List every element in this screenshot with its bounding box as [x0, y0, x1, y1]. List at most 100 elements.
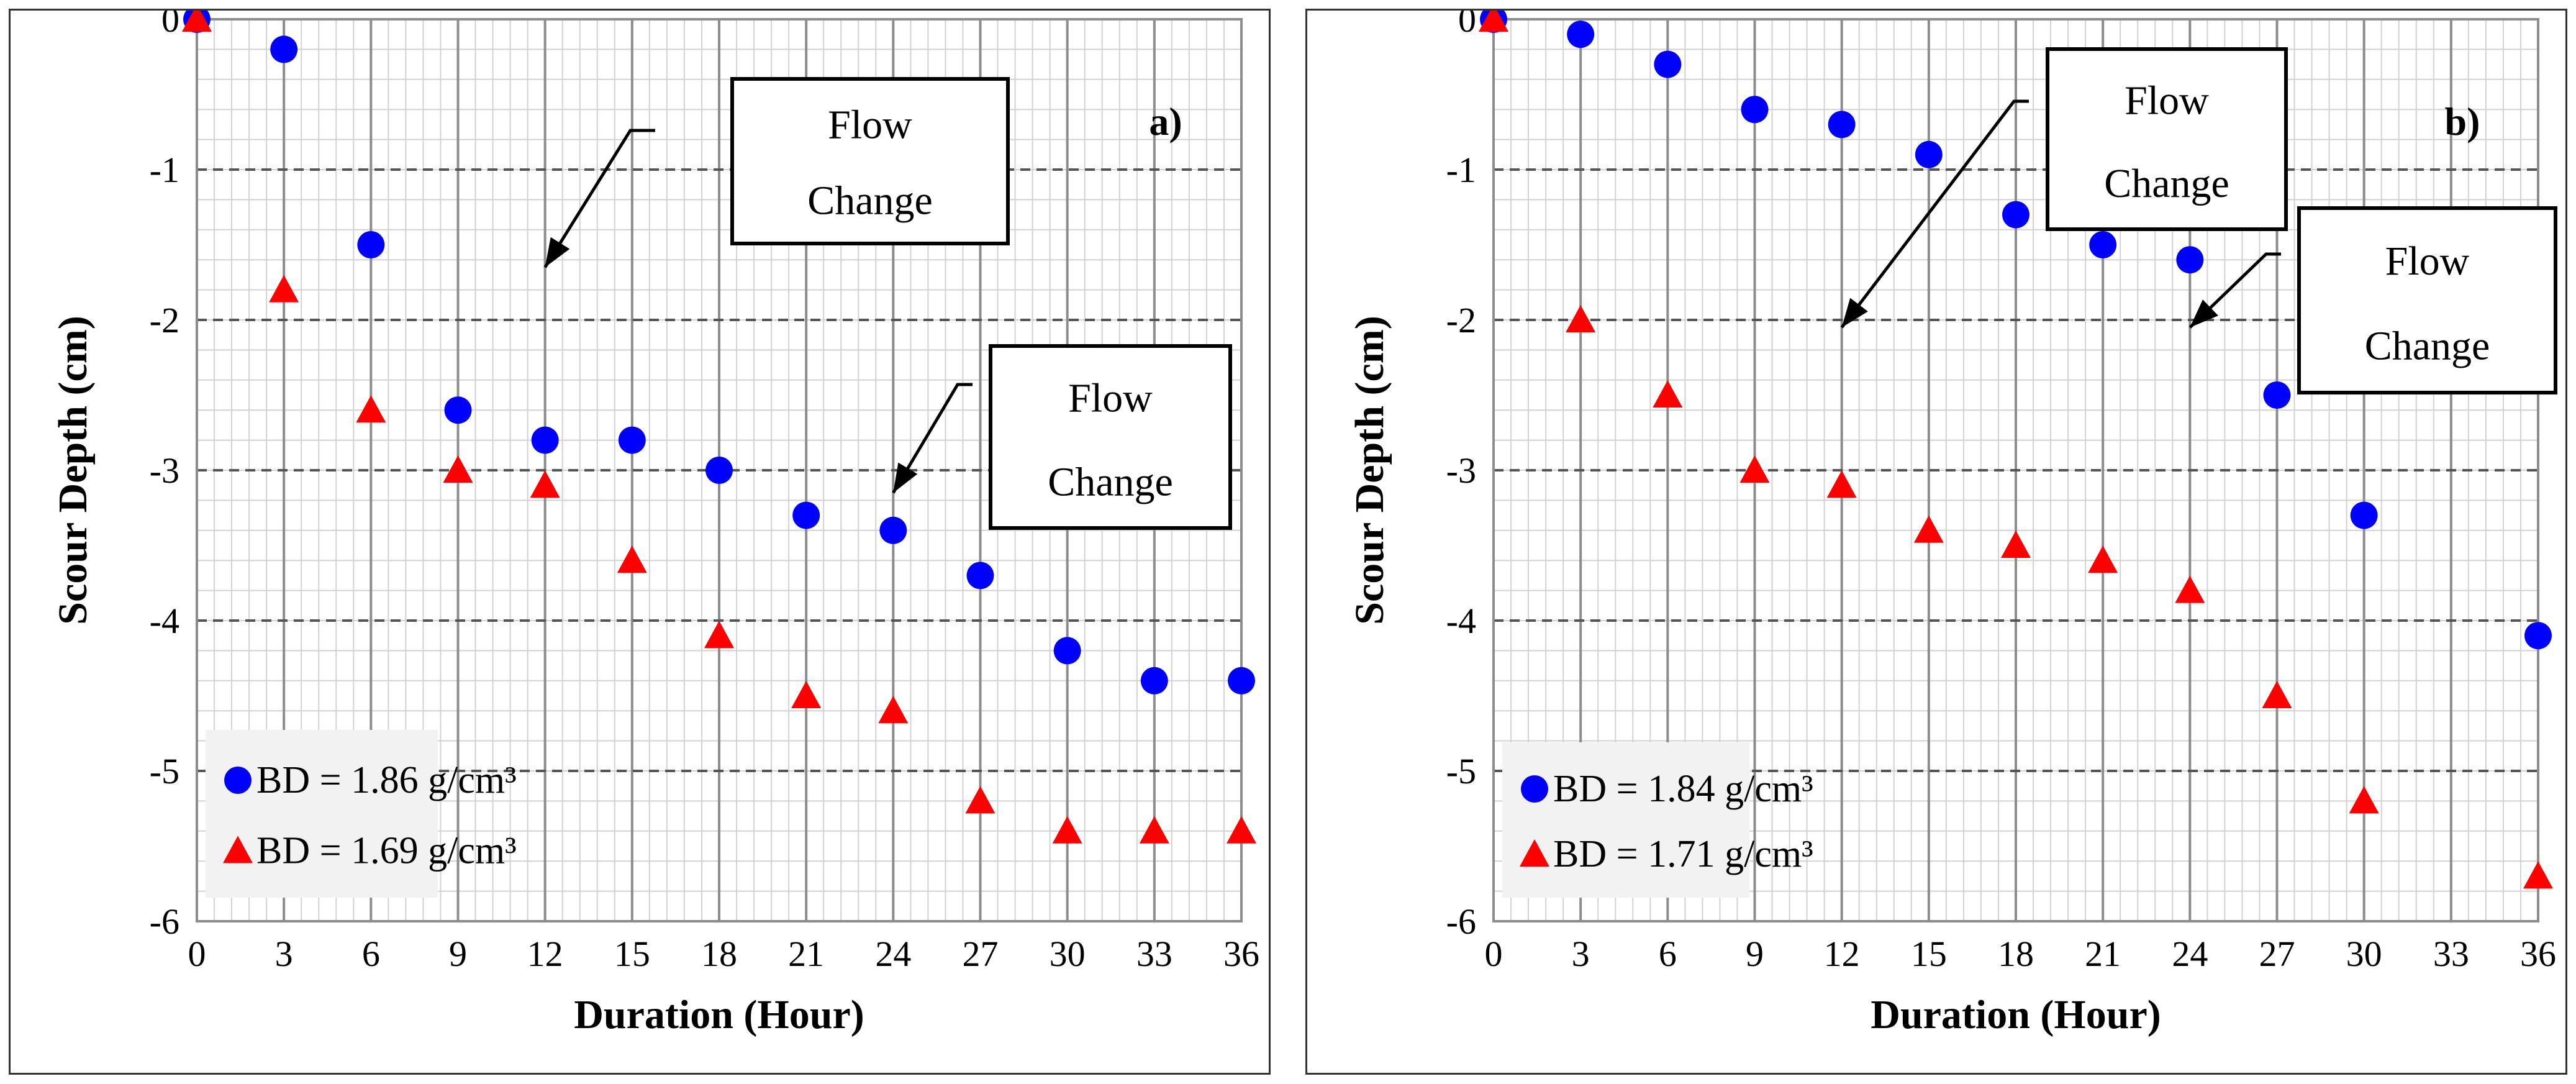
data-point-circle [792, 501, 820, 529]
legend-label: BD = 1.69 g/cm³ [256, 829, 517, 872]
callout-box [2297, 206, 2557, 394]
series-1 [1479, 11, 2553, 889]
x-tick-label: 36 [2520, 934, 2556, 974]
data-point-circle [270, 35, 298, 63]
panel-label: b) [2445, 99, 2480, 143]
data-point-circle [879, 516, 907, 544]
y-tick-label: -2 [1446, 300, 1476, 340]
data-point-triangle [1479, 11, 1508, 32]
callout-text-line: Change [807, 178, 933, 223]
y-tick-label: -4 [1446, 601, 1476, 641]
callout-arrowhead-icon [893, 462, 918, 493]
data-point-triangle [182, 11, 212, 32]
callout-box [2046, 47, 2288, 231]
data-point-triangle [1739, 455, 1770, 483]
y-tick-label: -5 [1446, 751, 1476, 791]
data-point-circle [1828, 111, 1856, 139]
callout-text-line: Change [1048, 459, 1173, 504]
data-point-triangle [878, 696, 909, 724]
data-point-circle [357, 231, 385, 258]
data-point-triangle [965, 786, 995, 814]
legend-label: BD = 1.84 g/cm³ [1553, 768, 1813, 810]
x-tick-label: 33 [2433, 934, 2469, 974]
callout-box [989, 344, 1232, 530]
callout-text-line: Flow [2125, 78, 2209, 123]
data-point-circle [1228, 667, 1255, 695]
flow-change-callout: Flow Change [892, 344, 1232, 530]
chart-b-svg: 0 3 6 9 12 15 18 21 24 27 30 33 360-1-2-3-4-5-6Durat… [1347, 11, 2557, 1037]
legend-marker-circle [224, 767, 252, 794]
data-point-triangle [269, 275, 299, 303]
callout-text-line: Change [2104, 161, 2229, 206]
data-point-triangle [1227, 816, 1256, 844]
plot-area-border [196, 18, 1243, 922]
data-point-triangle [791, 681, 822, 708]
data-point-triangle [1052, 816, 1082, 844]
data-point-circle [705, 457, 733, 484]
x-tick-label: 9 [1746, 934, 1764, 974]
data-point-circle [444, 396, 472, 424]
x-tick-label: 0 [1485, 934, 1503, 974]
x-tick-label: 30 [1050, 934, 1086, 974]
legend-label: BD = 1.71 g/cm³ [1553, 833, 1813, 875]
x-tick-label: 27 [963, 934, 999, 974]
x-tick-label: 24 [2172, 934, 2208, 974]
y-tick-label: -2 [150, 300, 179, 340]
callout-arrow-line [1840, 99, 2029, 329]
x-tick-label: 21 [2085, 934, 2121, 974]
x-tick-label: 18 [1998, 934, 2034, 974]
data-point-circle [2350, 501, 2378, 529]
y-axis-title: Scour Depth (cm) [1347, 316, 1392, 624]
callout-text-line: Change [2365, 324, 2490, 369]
y-tick-label: -5 [150, 751, 179, 791]
data-point-triangle [2349, 786, 2379, 814]
data-point-circle [2176, 246, 2204, 274]
x-tick-label: 3 [1572, 934, 1590, 974]
data-point-triangle [2001, 531, 2031, 558]
data-point-circle [1915, 140, 1943, 168]
data-point-triangle [704, 621, 734, 649]
callout-arrowhead-icon [2190, 299, 2218, 328]
data-point-triangle [1139, 816, 1169, 844]
series-1 [182, 11, 1256, 844]
x-tick-label: 6 [1659, 934, 1677, 974]
data-point-triangle [617, 545, 647, 573]
data-point-triangle [2262, 681, 2292, 708]
x-tick-label: 36 [1223, 934, 1259, 974]
data-point-circle [531, 426, 559, 454]
panel-label: a) [1149, 99, 1182, 143]
data-point-circle [2263, 381, 2291, 409]
legend-marker-triangle [1520, 839, 1549, 867]
flow-change-callout: Flow Change [543, 77, 1010, 268]
y-tick-label: -3 [1446, 450, 1476, 491]
y-tick-label: -1 [150, 150, 179, 190]
data-point-circle [618, 426, 646, 454]
data-point-triangle [1566, 305, 1596, 332]
callout-arrowhead-icon [545, 237, 570, 268]
y-tick-label: 0 [1458, 11, 1476, 40]
x-tick-label: 33 [1136, 934, 1172, 974]
legend: BD = 1.86 g/cm³ BD = 1.69 g/cm³ [206, 730, 517, 898]
data-point-triangle [356, 395, 386, 423]
callout-arrow-line [543, 129, 655, 268]
y-axis-title: Scour Depth (cm) [50, 316, 96, 624]
x-tick-label: 12 [1824, 934, 1860, 974]
data-point-triangle [2088, 545, 2118, 573]
y-tick-label: -1 [1446, 150, 1476, 190]
series-0 [183, 11, 1255, 695]
data-point-circle [1654, 50, 1682, 78]
callout-text-line: Flow [828, 102, 912, 147]
chart-a-svg: 0 3 6 9 12 15 18 21 24 27 30 33 360-1-2-3-4-5-6Durat… [50, 11, 1259, 1037]
x-tick-label: 0 [188, 934, 206, 974]
flow-change-callout: Flow Change [1840, 47, 2288, 329]
callout-text-line: Flow [1068, 375, 1153, 421]
legend-label: BD = 1.86 g/cm³ [256, 759, 517, 801]
x-tick-label: 24 [875, 934, 911, 974]
data-point-circle [1741, 96, 1769, 124]
x-axis-title: Duration (Hour) [1871, 992, 2161, 1037]
plot-area-border [1492, 18, 2539, 922]
y-tick-label: -6 [150, 901, 179, 942]
x-tick-label: 6 [362, 934, 380, 974]
data-point-triangle [1653, 380, 1683, 408]
x-tick-label: 30 [2346, 934, 2382, 974]
